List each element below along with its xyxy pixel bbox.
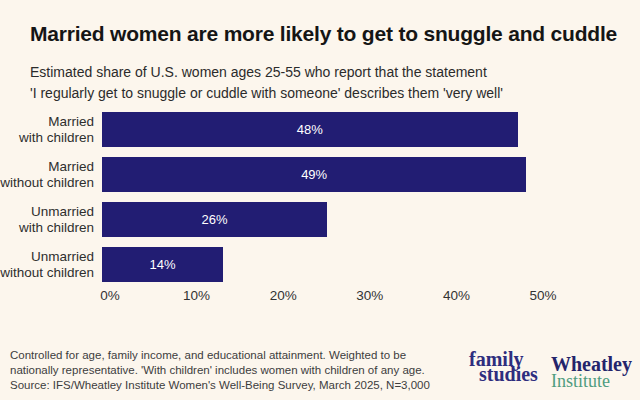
footnote-line3: Source: IFS/Wheatley Institute Women's W… xyxy=(10,379,430,391)
family-studies-logo: family studies xyxy=(469,352,538,382)
bar-value-label: 26% xyxy=(202,212,228,227)
bar-row-married-with-children: Married with children 48% xyxy=(0,112,640,147)
category-label-line: Married xyxy=(48,159,94,174)
chart-title: Married women are more likely to get to … xyxy=(30,22,617,46)
bar-unmarried-without-children: 14% xyxy=(102,247,223,282)
x-axis-tick: 30% xyxy=(356,288,383,303)
bar-row-unmarried-with-children: Unmarried with children 26% xyxy=(0,202,640,237)
chart-subtitle-line2: 'I regularly get to snuggle or cuddle wi… xyxy=(30,85,503,101)
bar-row-unmarried-without-children: Unmarried without children 14% xyxy=(0,247,640,282)
bar-value-label: 49% xyxy=(301,167,327,182)
category-label-line: with children xyxy=(19,220,94,235)
x-axis-tick: 50% xyxy=(529,288,556,303)
chart-subtitle: Estimated share of U.S. women ages 25-55… xyxy=(30,62,503,104)
wheatley-logo-line1: Wheatley xyxy=(551,357,632,371)
bar-value-label: 48% xyxy=(297,122,323,137)
bar-married-with-children: 48% xyxy=(102,112,518,147)
category-label-line: with children xyxy=(19,130,94,145)
bar-married-without-children: 49% xyxy=(102,157,526,192)
x-axis-tick: 20% xyxy=(270,288,297,303)
category-label-married-without-children: Married without children xyxy=(0,159,102,191)
category-label-unmarried-without-children: Unmarried without children xyxy=(0,249,102,281)
plot-area: 48% xyxy=(102,112,640,147)
x-axis: 0% 10% 20% 30% 40% 50% xyxy=(110,288,640,306)
x-axis-tick: 10% xyxy=(183,288,210,303)
category-label-line: without children xyxy=(0,175,94,190)
bar-chart: Married with children 48% Married withou… xyxy=(0,112,640,292)
bar-value-label: 14% xyxy=(150,257,176,272)
category-label-line: Unmarried xyxy=(31,204,94,219)
bar-row-married-without-children: Married without children 49% xyxy=(0,157,640,192)
category-label-line: without children xyxy=(0,265,94,280)
wheatley-institute-logo: Wheatley Institute xyxy=(551,357,632,388)
x-axis-tick: 40% xyxy=(443,288,470,303)
family-studies-logo-line2: studies xyxy=(469,367,538,382)
footnote: Controlled for age, family income, and e… xyxy=(10,348,430,393)
category-label-line: Unmarried xyxy=(31,249,94,264)
category-label-line: Married xyxy=(48,114,94,129)
category-label-married-with-children: Married with children xyxy=(0,114,102,146)
wheatley-logo-line2: Institute xyxy=(551,374,632,388)
footnote-line1: Controlled for age, family income, and e… xyxy=(10,349,406,361)
chart-subtitle-line1: Estimated share of U.S. women ages 25-55… xyxy=(30,64,487,80)
logos: family studies Wheatley Institute xyxy=(469,352,632,388)
plot-area: 49% xyxy=(102,157,640,192)
footnote-line2: nationally representative. 'With childre… xyxy=(10,364,425,376)
x-axis-tick: 0% xyxy=(100,288,120,303)
plot-area: 26% xyxy=(102,202,640,237)
bar-unmarried-with-children: 26% xyxy=(102,202,327,237)
category-label-unmarried-with-children: Unmarried with children xyxy=(0,204,102,236)
plot-area: 14% xyxy=(102,247,640,282)
